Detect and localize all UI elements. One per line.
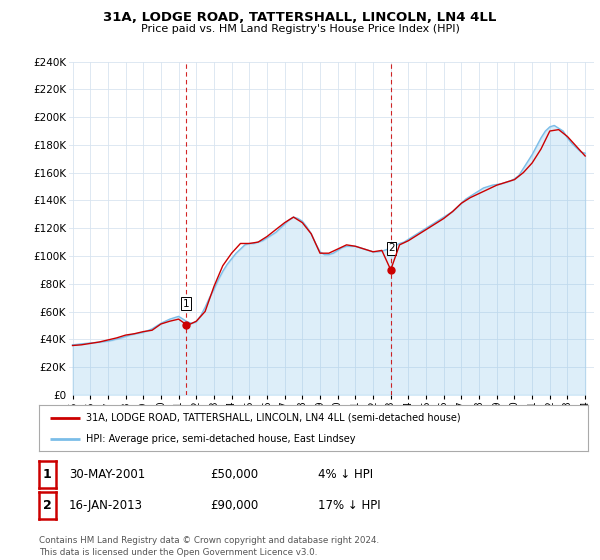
Text: 4% ↓ HPI: 4% ↓ HPI: [318, 468, 373, 482]
Text: 1: 1: [43, 468, 52, 482]
Text: Contains HM Land Registry data © Crown copyright and database right 2024.
This d: Contains HM Land Registry data © Crown c…: [39, 536, 379, 557]
Text: 2: 2: [388, 243, 395, 253]
Text: 31A, LODGE ROAD, TATTERSHALL, LINCOLN, LN4 4LL (semi-detached house): 31A, LODGE ROAD, TATTERSHALL, LINCOLN, L…: [86, 413, 460, 423]
Text: 31A, LODGE ROAD, TATTERSHALL, LINCOLN, LN4 4LL: 31A, LODGE ROAD, TATTERSHALL, LINCOLN, L…: [103, 11, 497, 24]
Text: £90,000: £90,000: [210, 499, 258, 512]
Text: 2: 2: [43, 499, 52, 512]
Text: 16-JAN-2013: 16-JAN-2013: [69, 499, 143, 512]
Text: 17% ↓ HPI: 17% ↓ HPI: [318, 499, 380, 512]
Text: £50,000: £50,000: [210, 468, 258, 482]
Text: 30-MAY-2001: 30-MAY-2001: [69, 468, 145, 482]
Text: Price paid vs. HM Land Registry's House Price Index (HPI): Price paid vs. HM Land Registry's House …: [140, 24, 460, 34]
Text: HPI: Average price, semi-detached house, East Lindsey: HPI: Average price, semi-detached house,…: [86, 435, 355, 444]
Text: 1: 1: [182, 298, 189, 309]
